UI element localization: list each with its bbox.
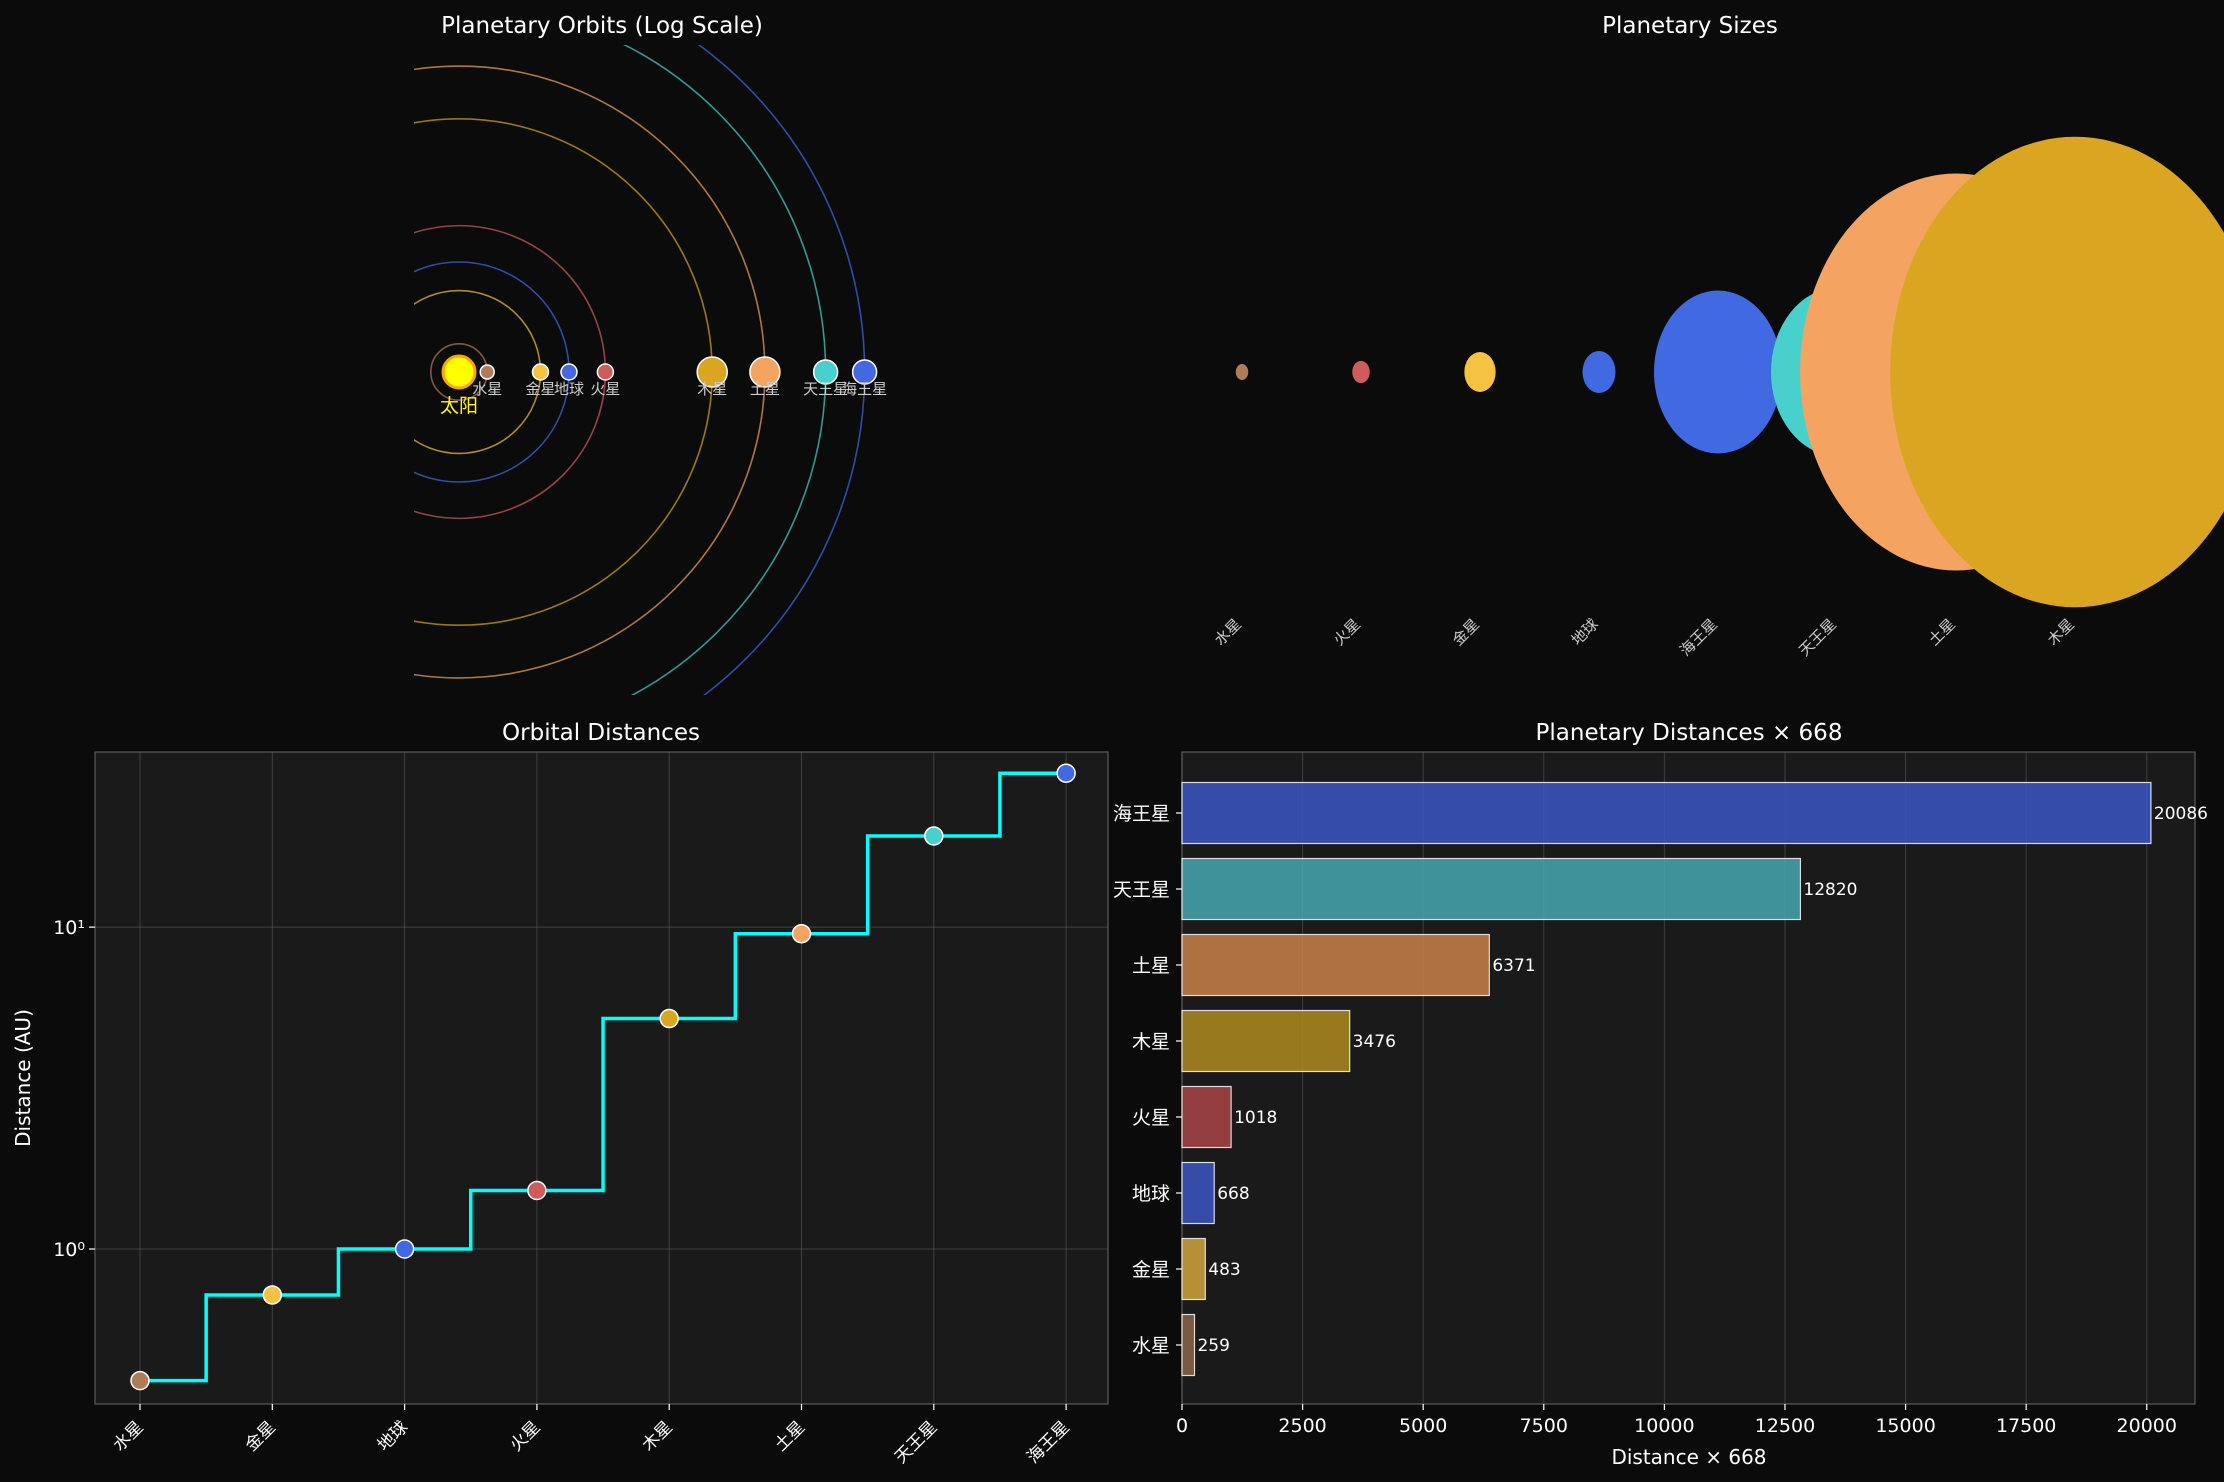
planet-marker [560,363,578,381]
planet-label: 土星 [750,380,780,398]
bar-value-label: 3476 [1353,1032,1396,1052]
distance-point [262,1285,283,1305]
distance-bar [1181,1313,1196,1377]
x-tick-label: 10000 [1634,1415,1694,1437]
planet-marker [596,363,615,381]
distance-bar [1181,781,2152,845]
bar-value-label: 1018 [1234,1108,1277,1128]
planet-marker [749,356,781,388]
orbits-title: Planetary Orbits (Log Scale) [441,13,763,39]
distance-point [791,923,812,944]
y-tick-label: 火星 [1132,1107,1170,1129]
planet-marker [851,359,878,385]
planet-marker [696,356,728,388]
y-tick-label: 10⁰ [53,1239,85,1261]
distances-y-axis-label: Distance (AU) [11,1009,35,1147]
distance-point [130,1370,150,1391]
bar-value-label: 483 [1208,1260,1240,1280]
distance-point [659,1008,679,1029]
y-tick-label: 10¹ [53,917,85,939]
planet-marker [479,364,495,380]
distances-title: Orbital Distances [502,720,700,746]
distance-bar [1181,1161,1215,1225]
y-tick-label: 天王星 [1113,879,1170,901]
distance-point [527,1180,547,1201]
planet-label: 水星 [472,380,502,398]
x-tick-label: 15000 [1875,1415,1935,1437]
bars-x-axis-label: Distance × 668 [1611,1445,1766,1469]
bars-plot-area [1181,751,2196,1405]
bar-value-label: 259 [1197,1336,1229,1356]
planet-label: 地球 [554,380,584,398]
bar-value-label: 12820 [1803,880,1857,900]
distance-bar [1181,1237,1206,1301]
size-bubble [1235,364,1249,380]
y-tick-label: 木星 [1132,1031,1170,1053]
distance-bar [1181,933,1490,997]
x-tick-label: 12500 [1755,1415,1815,1437]
bar-value-label: 668 [1217,1184,1249,1204]
planet-label: 金星 [525,380,555,398]
x-tick-label: 2500 [1278,1415,1326,1437]
y-tick-label: 地球 [1132,1183,1170,1205]
size-bubble [1352,360,1370,384]
x-tick-label: 7500 [1520,1415,1568,1437]
planet-label: 天王星 [803,380,848,398]
x-tick-label: 0 [1176,1415,1188,1437]
size-bubble [1464,352,1496,392]
planet-label: 木星 [697,380,727,398]
distance-bar [1181,1009,1351,1073]
size-bubble [1653,290,1783,454]
y-tick-label: 土星 [1132,955,1170,977]
distances-panel: Orbital Distances 10⁰10¹水星 金星 地球 火星 木星 土星 天王星海… [11,720,1109,1468]
x-tick-label: 17500 [1996,1415,2056,1437]
size-bubble [1890,136,2224,608]
bar-value-label: 20086 [2154,804,2208,824]
bars-panel: Planetary Distances × 668 0 2500 5000 7500 1… [1113,720,2208,1469]
distance-point [1056,763,1076,783]
planet-marker [812,359,839,385]
y-tick-label: 海王星 [1113,803,1170,825]
sizes-panel: Planetary Sizes 水星 火星 金星 地球 海王星 天王星 土星 木星 [1211,13,2224,660]
distance-bar [1181,1085,1232,1149]
bars-title: Planetary Distances × 668 [1536,720,1843,746]
bar-value-label: 6371 [1492,956,1535,976]
distance-point [924,826,944,846]
planet-marker [531,363,550,381]
distance-point [394,1239,415,1259]
y-tick-label: 水星 [1132,1335,1170,1357]
sun-label: 太阳 [440,395,478,417]
planet-label: 火星 [590,380,620,398]
x-tick-label: 5000 [1399,1415,1447,1437]
sun-marker [441,354,477,390]
y-tick-label: 金星 [1132,1259,1170,1281]
x-tick-label: 20000 [2117,1415,2177,1437]
sizes-title: Planetary Sizes [1602,13,1778,39]
planet-label: 海王星 [842,380,887,398]
distance-bar [1181,857,1802,921]
size-bubble [1582,351,1616,393]
